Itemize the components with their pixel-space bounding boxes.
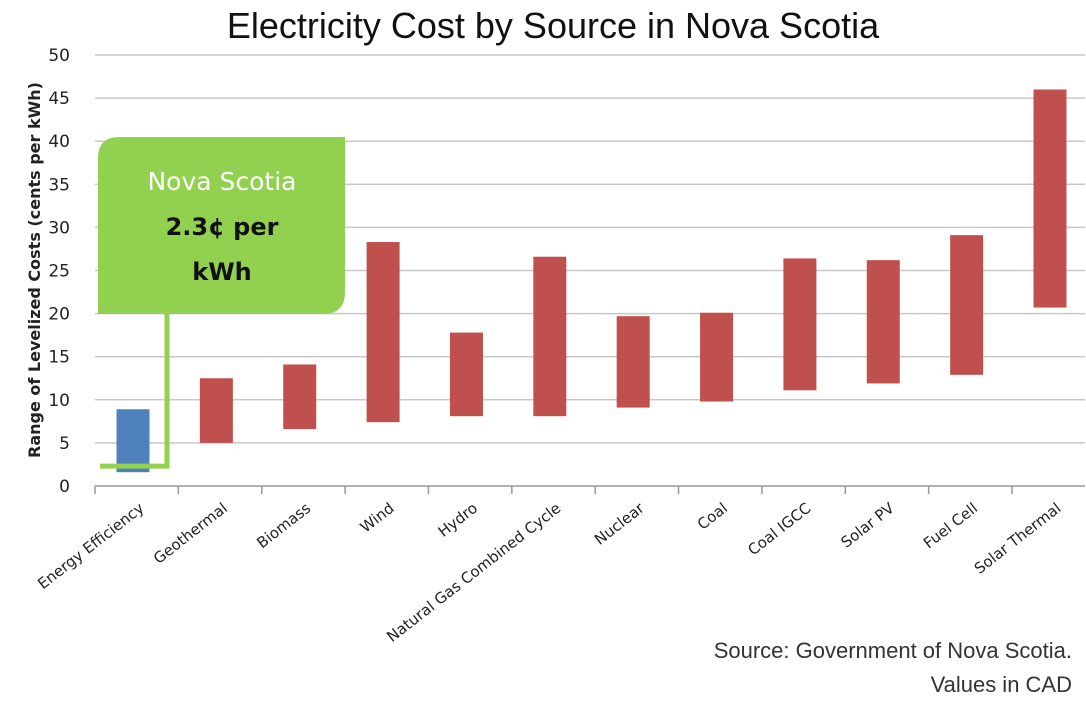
y-axis-ticks: 0 5 10 15 20 25 30 35 40 45 50 (48, 46, 70, 497)
y-tick-label: 5 (59, 434, 70, 454)
y-tick-label: 25 (48, 262, 70, 282)
y-tick-label: 45 (48, 89, 70, 109)
x-tick-label: Wind (357, 499, 398, 536)
x-tick-label: Energy Efficiency (34, 499, 147, 593)
callout-box (98, 137, 345, 314)
y-tick-label: 0 (59, 477, 70, 497)
bar-solar-pv (866, 260, 900, 384)
x-tick-label: Coal (694, 499, 731, 534)
source-note-line-1: Source: Government of Nova Scotia. (714, 638, 1072, 663)
x-tick-label: Hydro (435, 499, 481, 541)
x-tick-label: Solar PV (838, 499, 899, 552)
bar-coal-igcc (783, 258, 817, 391)
chart-title: Electricity Cost by Source in Nova Scoti… (227, 5, 880, 46)
callout-leader-line (100, 314, 170, 469)
y-tick-label: 30 (48, 218, 70, 238)
y-tick-label: 10 (48, 391, 70, 411)
bar-nuclear (616, 316, 650, 408)
y-axis-label: Range of Levelized Costs (cents per kWh) (25, 82, 44, 458)
bar-energy-efficiency (116, 409, 150, 473)
x-tick-label: Nuclear (591, 498, 648, 548)
x-tick-label: Geothermal (150, 499, 231, 568)
x-axis-ticks: Energy Efficiency Geothermal Biomass Wind Hy… (34, 498, 1064, 645)
bar-solar-thermal (1033, 89, 1067, 308)
bar-wind (366, 242, 400, 423)
annotation-callout: Nova Scotia 2.3¢ per kWh (98, 137, 345, 469)
y-tick-label: 15 (48, 348, 70, 368)
y-tick-label: 20 (48, 305, 70, 325)
bar-hydro (449, 332, 483, 417)
callout-line-3: kWh (192, 258, 252, 286)
x-tick-label: Solar Thermal (971, 499, 1065, 578)
x-tick-label: Coal IGCC (744, 499, 814, 559)
bar-fuel-cell (950, 235, 984, 375)
source-note-line-2: Values in CAD (931, 672, 1072, 697)
y-tick-label: 40 (48, 132, 70, 152)
bars (116, 89, 1067, 473)
x-tick-label: Fuel Cell (920, 499, 981, 552)
y-tick-label: 50 (48, 46, 70, 66)
x-tick-label: Natural Gas Combined Cycle (383, 499, 564, 646)
bar-biomass (283, 364, 317, 430)
bar-geothermal (199, 378, 233, 443)
callout-line-1: Nova Scotia (147, 167, 296, 196)
y-tick-label: 35 (48, 175, 70, 195)
bar-natural-gas-combined-cycle (533, 256, 567, 417)
bar-coal (700, 312, 734, 402)
x-tick-label: Biomass (253, 499, 314, 552)
callout-line-2: 2.3¢ per (166, 213, 279, 241)
